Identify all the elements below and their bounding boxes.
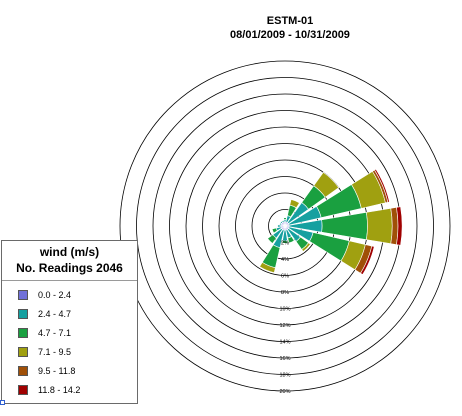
radial-ring (136, 77, 434, 375)
legend-swatch (18, 385, 28, 395)
sector-segment (313, 171, 340, 198)
radial-tick-label: 20% (279, 389, 290, 395)
sector-segment (279, 222, 282, 226)
legend-swatch (18, 328, 28, 338)
sector-segment (281, 220, 285, 223)
legend-title: wind (m/s) (39, 245, 100, 259)
radial-ring (152, 93, 418, 359)
sector-segment (259, 261, 276, 273)
legend-label: 7.1 - 9.5 (38, 347, 72, 357)
legend-label: 11.8 - 14.2 (38, 385, 81, 395)
sector-segment (279, 220, 284, 225)
sector-segment (277, 224, 282, 228)
legend-swatch (18, 290, 28, 300)
sector-segment (281, 240, 289, 244)
wind-sectors (259, 168, 403, 275)
sector-segment (283, 217, 287, 220)
radial-ring (119, 60, 451, 392)
legend-label: 4.7 - 7.1 (38, 328, 72, 338)
radial-tick-label: 18% (279, 373, 290, 379)
radial-tick-label: 14% (279, 340, 290, 346)
legend-label: 0.0 - 2.4 (38, 290, 72, 300)
legend-header: wind (m/s) No. Readings 2046 (2, 241, 137, 281)
legend-label: 2.4 - 4.7 (38, 309, 72, 319)
radial-tick-label: 6% (281, 274, 289, 280)
resize-handle[interactable] (0, 400, 5, 405)
chart-subtitle: 08/01/2009 - 10/31/2009 (230, 29, 350, 41)
sector-segment (321, 212, 368, 240)
legend-subtitle: No. Readings 2046 (16, 261, 123, 275)
legend-swatch (18, 366, 28, 376)
sector-segment (271, 227, 278, 234)
radial-tick-label: 12% (279, 323, 290, 329)
sector-segment (267, 234, 277, 244)
sector-segment (360, 245, 375, 275)
radial-tick-label: 4% (281, 257, 289, 263)
radial-tick-labels: 2% 4% 6% 8% 10% 12% 14% 16% 18% 20% (279, 241, 290, 396)
legend-swatch (18, 347, 28, 357)
chart-title-block: ESTM-01 08/01/2009 - 10/31/2009 (190, 14, 390, 42)
sector-segment (396, 206, 403, 246)
legend-swatch (18, 309, 28, 319)
radial-tick-label: 10% (279, 307, 290, 313)
sector-segment (374, 168, 390, 203)
sector-segment (366, 207, 393, 245)
chart-title: ESTM-01 (266, 15, 314, 27)
radial-tick-label: 8% (281, 290, 289, 296)
radial-tick-label: 16% (279, 356, 290, 362)
radial-tick-label: 2% (281, 241, 289, 247)
sector-segment (287, 236, 295, 244)
sector-segment (289, 199, 300, 209)
legend: wind (m/s) No. Readings 2046 0.0 - 2.4 2.… (1, 240, 138, 404)
legend-label: 9.5 - 11.8 (38, 366, 76, 376)
sector-segment (301, 242, 311, 252)
